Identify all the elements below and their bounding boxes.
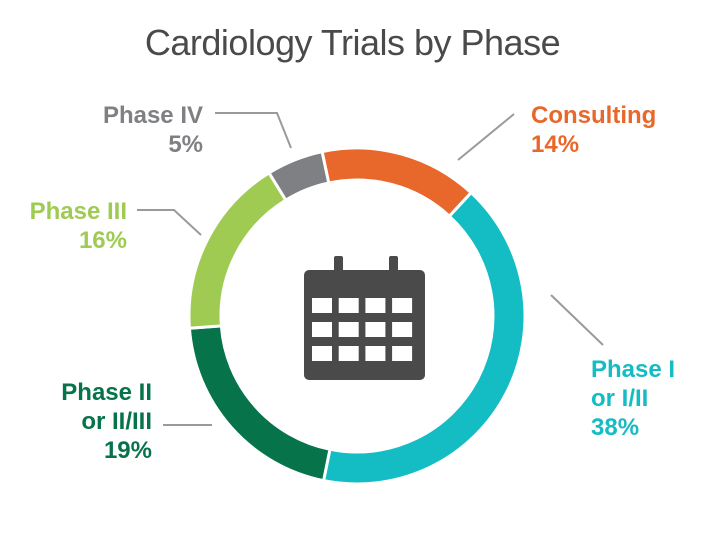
label-name-line: Phase III — [29, 198, 127, 225]
label-percent: 16% — [78, 227, 127, 254]
label-percent: 14% — [531, 131, 580, 158]
calendar-cell — [392, 298, 413, 313]
calendar-cell — [365, 346, 386, 361]
leader-lines — [137, 112, 604, 426]
label-name-line: Phase II — [61, 379, 152, 406]
slice-phase-iv — [266, 149, 331, 203]
leader-line-phase-i-or-i-ii — [550, 294, 604, 346]
calendar-cell — [365, 298, 386, 313]
label-name-line: Consulting — [531, 102, 657, 129]
label-percent: 19% — [103, 437, 152, 464]
calendar-cell — [392, 322, 413, 337]
calendar-cell — [312, 346, 332, 361]
label-percent: 5% — [168, 131, 203, 158]
slice-consulting — [320, 146, 474, 219]
label-name-line: Phase I — [591, 356, 676, 383]
calendar-cell — [338, 346, 359, 361]
donut-slices — [187, 146, 527, 486]
calendar-cell — [312, 298, 332, 313]
calendar-cell — [392, 346, 413, 361]
label-phase-iii: Phase III 16% — [30, 197, 127, 255]
slice-phase-iii — [187, 170, 288, 330]
label-consulting: Consulting 14% — [531, 101, 656, 159]
calendar-icon — [304, 256, 425, 380]
leader-line-consulting — [457, 113, 515, 161]
calendar-cell — [312, 322, 332, 337]
label-percent: 38% — [591, 414, 640, 441]
label-phase-iv: Phase IV 5% — [103, 101, 203, 159]
calendar-cell — [365, 322, 386, 337]
label-name-line: or II/III — [81, 408, 152, 435]
leader-line-phase-iv — [215, 112, 292, 149]
calendar-cell — [338, 322, 359, 337]
chart-title: Cardiology Trials by Phase — [144, 22, 561, 63]
calendar-cell — [338, 298, 359, 313]
leader-line-phase-iii — [137, 209, 202, 236]
label-name-line: Phase IV — [102, 102, 203, 129]
label-name-line: or I/II — [591, 385, 649, 412]
label-phase-ii-or-ii-iii: Phase II or II/III 19% — [61, 378, 152, 465]
